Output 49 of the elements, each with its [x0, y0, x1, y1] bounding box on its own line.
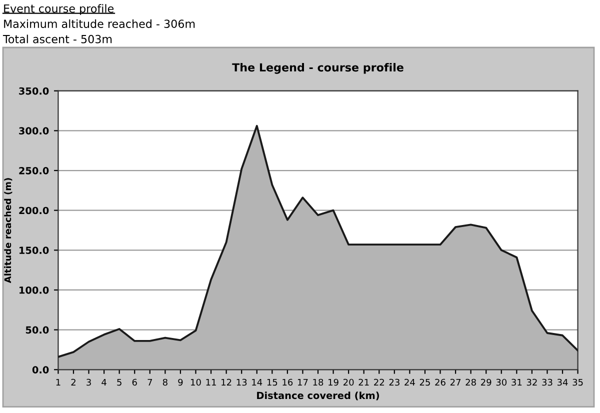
x-tick-label: 24	[404, 378, 415, 386]
y-tick-label: 250.0	[19, 166, 49, 174]
y-tick-label: 300.0	[19, 127, 49, 135]
x-tick-label: 13	[236, 378, 247, 386]
x-tick-label: 12	[222, 378, 232, 386]
y-axis-title: Altitude reached (m)	[4, 178, 12, 284]
y-tick-label: 150.0	[20, 246, 49, 254]
text: Total ascent - 503m	[2, 34, 112, 44]
x-tick-label: 34	[557, 378, 568, 386]
x-tick-label: 11	[206, 378, 216, 386]
x-tick-label: 17	[298, 378, 308, 386]
x-tick-label: 30	[496, 378, 507, 386]
x-tick-label: 23	[389, 378, 400, 386]
x-tick-label: 22	[374, 378, 384, 386]
x-tick-label: 32	[526, 378, 537, 386]
x-tick-label: 25	[420, 378, 430, 386]
x-tick-label: 3	[86, 378, 91, 386]
x-tick-label: 29	[481, 378, 492, 386]
x-tick-label: 16	[282, 378, 293, 386]
x-tick-label: 26	[435, 378, 446, 386]
x-axis-title: Distance covered (km)	[257, 392, 379, 400]
x-tick-label: 5	[117, 378, 122, 386]
x-tick-label: 4	[102, 378, 106, 386]
y-tick-label: 350.0	[19, 87, 49, 95]
text: Maximum altitude reached - 306m	[4, 19, 195, 28]
x-tick-label: 35	[572, 378, 583, 386]
x-tick-label: 19	[328, 378, 338, 386]
x-tick-label: 28	[466, 378, 476, 386]
x-tick-label: 7	[148, 378, 152, 386]
x-tick-label: 10	[190, 378, 201, 386]
y-tick-label: 50.0	[26, 326, 49, 334]
x-tick-label: 31	[512, 378, 522, 386]
text: Event course profile	[4, 4, 114, 15]
x-tick-label: 1	[56, 378, 60, 386]
x-tick-label: 15	[267, 378, 278, 386]
y-tick-label: 0.0	[32, 366, 49, 374]
x-tick-label: 2	[71, 378, 76, 386]
x-tick-label: 18	[313, 378, 324, 386]
x-tick-label: 27	[450, 378, 461, 386]
x-tick-label: 14	[252, 378, 262, 386]
y-tick-label: 200.0	[19, 206, 49, 214]
chart-title: The Legend - course profile	[232, 62, 404, 74]
x-tick-label: 21	[358, 378, 369, 386]
x-tick-label: 20	[343, 378, 354, 386]
x-tick-label: 8	[162, 378, 168, 386]
x-tick-label: 9	[178, 378, 183, 386]
x-tick-label: 33	[542, 378, 552, 386]
x-tick-label: 6	[132, 378, 137, 386]
y-tick-label: 100.0	[20, 286, 49, 294]
